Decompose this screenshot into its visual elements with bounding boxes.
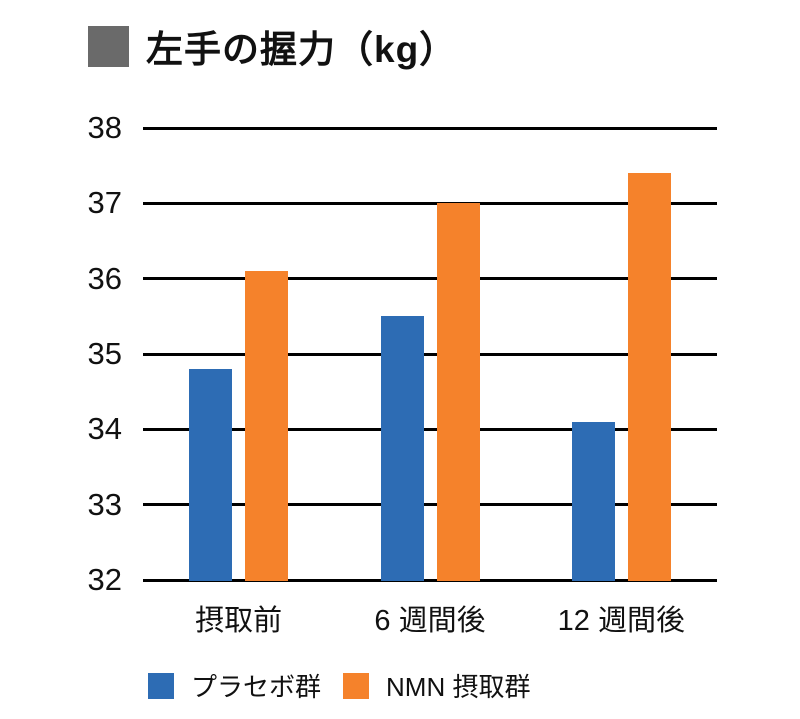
x-axis-tick-label: 摂取前 xyxy=(195,605,283,637)
legend-swatch xyxy=(343,672,370,699)
gridline xyxy=(143,277,717,281)
y-axis-tick-label: 38 xyxy=(87,110,122,145)
gridline xyxy=(143,201,717,205)
x-axis-tick-label: 6 週間後 xyxy=(374,605,486,637)
y-axis-tick-label: 34 xyxy=(87,411,122,447)
gridline xyxy=(143,578,717,582)
legend-label: NMN 摂取群 xyxy=(386,672,531,702)
x-axis-tick-label: 12 週間後 xyxy=(557,605,685,637)
bar-series0-cat0 xyxy=(189,369,233,582)
y-axis-tick-label: 36 xyxy=(87,260,122,296)
legend-item: プラセボ群 xyxy=(148,667,321,704)
title-bullet-square xyxy=(88,25,129,67)
chart-legend: プラセボ群 NMN 摂取群 xyxy=(148,667,530,704)
gridline xyxy=(143,126,717,130)
bar-series1-cat2 xyxy=(627,173,671,582)
bar-series1-cat1 xyxy=(436,203,480,582)
chart-title: 左手の握力（kg） xyxy=(146,29,458,70)
legend-item: NMN 摂取群 xyxy=(343,667,530,704)
legend-label: プラセボ群 xyxy=(191,672,322,702)
gridline xyxy=(143,352,717,356)
gridline xyxy=(143,427,717,431)
y-axis-tick-label: 37 xyxy=(87,185,122,221)
legend-swatch xyxy=(148,672,174,699)
gridline xyxy=(143,503,717,507)
chart-title-row: 左手の握力（kg） xyxy=(88,19,457,73)
y-axis-tick-label: 33 xyxy=(87,486,122,522)
y-axis-tick-label: 35 xyxy=(87,336,122,371)
bar-series0-cat2 xyxy=(571,421,615,582)
bar-series1-cat0 xyxy=(245,271,289,582)
y-axis-tick-label: 32 xyxy=(87,562,122,597)
bar-series0-cat1 xyxy=(380,316,424,582)
